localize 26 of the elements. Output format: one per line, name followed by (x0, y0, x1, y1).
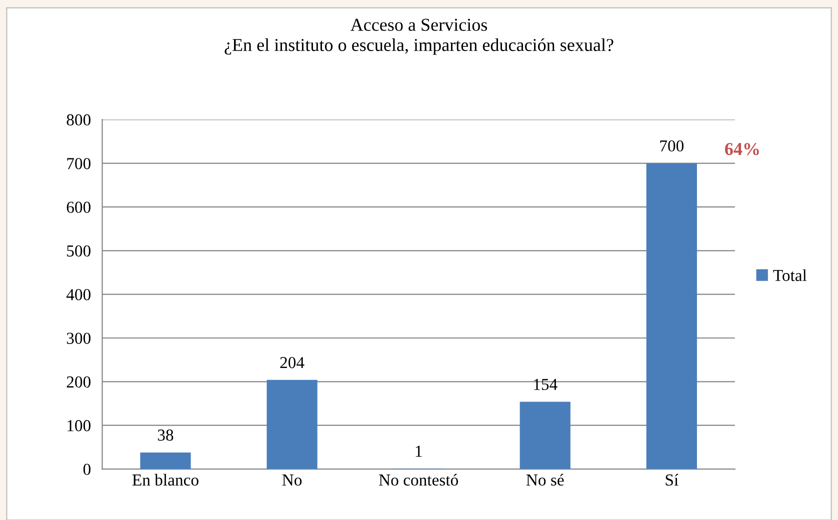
bar (140, 452, 191, 470)
x-tick-label: No contestó (379, 474, 458, 486)
bar (520, 402, 570, 470)
x-tick-label: No sé (526, 474, 564, 486)
y-tick-label: 700 (67, 158, 90, 170)
y-tick-label: 100 (68, 420, 90, 432)
y-tick-label: 200 (66, 376, 90, 388)
legend-label: Total (773, 269, 807, 282)
data-label: 204 (280, 356, 304, 368)
data-label: 700 (660, 140, 684, 152)
y-tick-label: 300 (66, 332, 90, 344)
x-tick-label: No (282, 474, 302, 486)
y-tick-label: 800 (66, 114, 90, 126)
annotation: 64% (725, 142, 759, 156)
y-tick-label: 600 (66, 202, 90, 213)
bar (266, 380, 318, 470)
x-tick-label: Sí (666, 474, 678, 486)
data-label: 38 (158, 429, 174, 441)
data-label: 154 (534, 378, 558, 390)
x-tick-label: En blanco (132, 474, 198, 486)
data-label: 1 (416, 446, 422, 457)
y-tick-label: 500 (67, 245, 90, 257)
bar (646, 163, 697, 470)
y-tick-label: 400 (66, 289, 90, 300)
chart-title: Acceso a Servicios ¿En el instituto o escuela, imparten educación sexual? (224, 18, 614, 55)
y-tick-label: 0 (83, 464, 90, 475)
